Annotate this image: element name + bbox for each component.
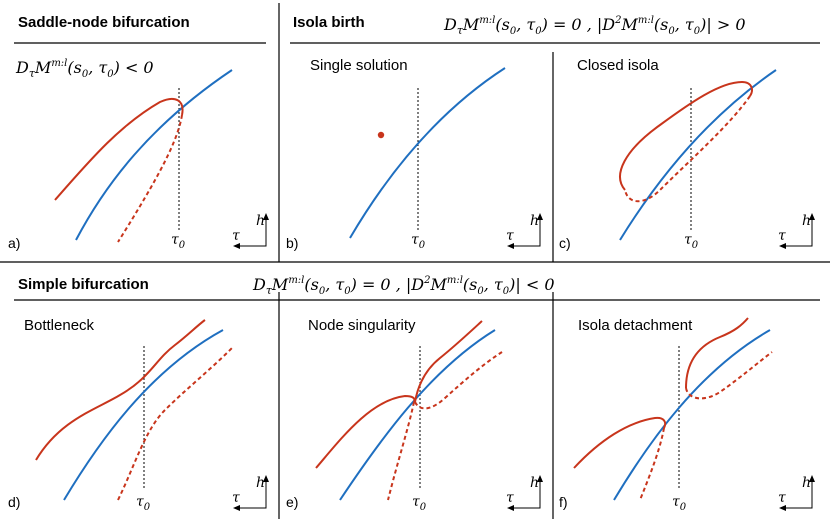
panel-d-label: d) [8, 494, 20, 510]
branch-curve [613, 329, 771, 501]
panel-b-label: b) [286, 235, 298, 251]
branch-curve [619, 69, 777, 241]
panel-d: τ0 [35, 319, 233, 513]
isolated-point [377, 131, 385, 139]
axis-indicator-a: τ h [232, 213, 269, 249]
axis-indicator-f: τ h [778, 475, 815, 511]
unstable-response-curve [117, 114, 183, 243]
right-stable-curve [414, 320, 483, 403]
branch-curve [63, 329, 224, 501]
axis-indicator-b: τ h [506, 213, 543, 249]
tau0-label: τ0 [411, 232, 426, 251]
tau-axis-label: τ [506, 490, 514, 506]
stable-isola-curve [619, 80, 753, 191]
h-axis-label: h [256, 213, 265, 229]
panel-e-label: e) [286, 494, 298, 510]
right-stable-curve [685, 317, 749, 389]
tau-axis-label: τ [778, 490, 786, 506]
h-axis-label: h [530, 475, 539, 491]
branch-curve [75, 69, 233, 241]
lower-response-curve [117, 347, 233, 501]
panel-c: τ0 [619, 69, 777, 251]
left-stable-curve [315, 394, 416, 469]
branch-curve [349, 67, 506, 239]
panel-a: τ0 [54, 69, 233, 251]
tau0-label: τ0 [684, 232, 699, 251]
panel-f-title: Isola detachment [578, 317, 693, 334]
h-axis-label: h [802, 213, 811, 229]
unstable-isola-curve [624, 95, 751, 203]
left-unstable-curve [387, 401, 415, 501]
right-unstable-curve [685, 351, 773, 400]
condition-isola-birth: DτMm:l(s0, τ0) = 0 , |D2Mm:l(s0, τ0)| > … [443, 15, 746, 37]
axis-indicator-c: τ h [778, 213, 815, 249]
panel-d-title: Bottleneck [24, 317, 95, 334]
panel-e: τ0 [315, 320, 503, 513]
panel-f-label: f) [559, 494, 568, 510]
panel-c-label: c) [559, 235, 571, 251]
panel-c-title: Closed isola [577, 57, 659, 74]
axis-indicator-e: τ h [506, 475, 543, 511]
h-axis-label: h [802, 475, 811, 491]
tau-axis-label: τ [232, 490, 240, 506]
tau0-label: τ0 [136, 494, 151, 513]
left-unstable-curve [639, 427, 665, 501]
panel-f: τ0 [573, 317, 773, 513]
panel-e-title: Node singularity [308, 317, 416, 334]
tau-axis-label: τ [232, 228, 240, 244]
panel-a-label: a) [8, 235, 20, 251]
condition-saddle-node: DτMm:l(s0, τ0) < 0 [15, 58, 154, 80]
header-saddle-node: Saddle-node bifurcation [18, 14, 190, 31]
tau0-label: τ0 [672, 494, 687, 513]
branch-curve [339, 329, 496, 501]
panel-b-title: Single solution [310, 57, 408, 74]
h-axis-label: h [530, 213, 539, 229]
axis-indicator-d: τ h [232, 475, 269, 511]
panel-b: τ0 [349, 67, 506, 251]
stable-response-curve [54, 97, 184, 201]
h-axis-label: h [256, 475, 265, 491]
header-isola-birth: Isola birth [293, 14, 365, 31]
tau-axis-label: τ [778, 228, 786, 244]
header-simple-bifurcation: Simple bifurcation [18, 276, 149, 293]
tau0-label: τ0 [171, 232, 186, 251]
upper-response-curve [35, 319, 206, 461]
right-unstable-curve [414, 351, 503, 410]
tau0-label: τ0 [412, 494, 427, 513]
left-stable-curve [573, 416, 667, 469]
tau-axis-label: τ [506, 228, 514, 244]
condition-simple: DτMm:l(s0, τ0) = 0 , |D2Mm:l(s0, τ0)| < … [252, 275, 555, 297]
